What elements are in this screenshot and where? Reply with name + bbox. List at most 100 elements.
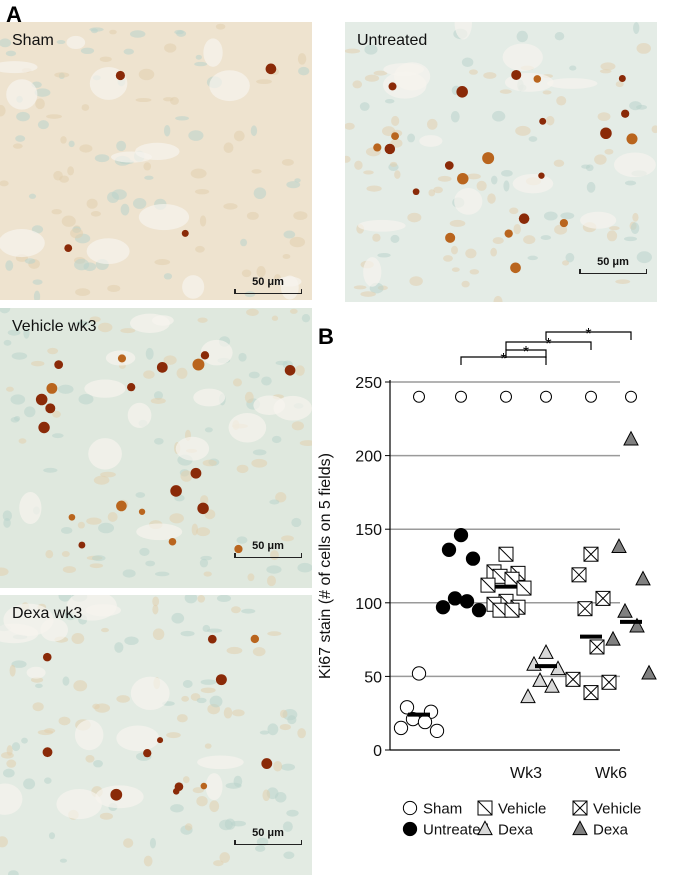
- ki67-positive-nucleus: [110, 788, 123, 801]
- scale-bar-label: 50 μm: [252, 540, 284, 552]
- cell-nucleus: [281, 159, 294, 166]
- data-point: [411, 666, 427, 681]
- data-point: [453, 527, 469, 543]
- data-point: [498, 546, 514, 562]
- data-point: [516, 580, 532, 596]
- cell-nucleus: [493, 295, 503, 302]
- cell-nucleus: [231, 606, 241, 614]
- cell-nucleus: [152, 604, 159, 615]
- cell-nucleus: [0, 308, 11, 314]
- ki67-positive-nucleus: [42, 747, 53, 758]
- cell-nucleus: [62, 676, 70, 686]
- cell-nucleus: [195, 54, 202, 60]
- cell-nucleus: [443, 255, 453, 262]
- data-point: [589, 639, 605, 655]
- cell-nucleus: [233, 130, 245, 142]
- cell-nucleus: [51, 208, 62, 215]
- tissue-lumen: [0, 61, 38, 74]
- ki67-positive-nucleus: [115, 70, 125, 81]
- tissue-lumen: [152, 315, 174, 326]
- series-sham: [393, 666, 445, 739]
- cell-nucleus: [352, 80, 363, 89]
- cell-nucleus: [52, 410, 61, 418]
- cell-nucleus: [204, 427, 213, 433]
- micrograph-dexa-wk3: Dexa wk3 50 μm: [0, 595, 312, 875]
- tissue-lumen: [6, 79, 38, 110]
- series-dexa-wk3: [520, 644, 566, 704]
- cell-nucleus: [154, 571, 170, 577]
- cell-nucleus: [184, 595, 198, 604]
- cell-nucleus: [232, 378, 242, 387]
- cell-nucleus: [68, 140, 75, 148]
- tissue-lumen: [502, 43, 543, 72]
- cell-nucleus: [465, 248, 477, 259]
- data-point: [571, 567, 587, 583]
- data-point-slash: [480, 577, 496, 593]
- data-point: [477, 800, 493, 816]
- cell-nucleus: [90, 211, 101, 217]
- micrograph-untreated: Untreated 50 μm: [345, 22, 657, 302]
- legend-item: Untreated: [402, 822, 489, 839]
- cell-nucleus: [345, 122, 355, 130]
- significance-bracket: [505, 341, 592, 350]
- data-point-slash: [583, 685, 599, 700]
- cell-nucleus: [80, 47, 95, 55]
- cell-nucleus: [283, 851, 295, 859]
- data-point-slash: [565, 671, 581, 687]
- cell-nucleus: [74, 258, 90, 271]
- cell-nucleus: [75, 288, 91, 296]
- cell-nucleus: [624, 236, 638, 242]
- tissue-lumen: [273, 395, 312, 421]
- micrograph-background: [0, 22, 312, 300]
- cell-nucleus: [73, 680, 88, 692]
- cell-nucleus: [609, 226, 620, 231]
- cell-nucleus: [553, 159, 565, 167]
- scale-bar-label: 50 μm: [252, 276, 284, 288]
- y-tick-label: 200: [355, 449, 382, 466]
- cell-nucleus: [11, 660, 27, 668]
- cell-nucleus: [58, 595, 72, 602]
- cell-nucleus: [149, 837, 156, 849]
- cell-nucleus: [283, 230, 296, 239]
- data-point: [601, 674, 617, 690]
- scale-bar: 50 μm: [234, 540, 302, 560]
- outlier-marker: [413, 390, 425, 403]
- cell-nucleus: [492, 110, 506, 122]
- cell-nucleus: [2, 510, 12, 522]
- cell-nucleus: [282, 253, 291, 259]
- cell-nucleus: [364, 74, 380, 82]
- cell-nucleus: [176, 30, 187, 37]
- tissue-lumen: [138, 204, 190, 231]
- data-point: [572, 820, 588, 836]
- data-point: [611, 538, 627, 553]
- cell-nucleus: [182, 679, 193, 688]
- legend-item: Dexa: [477, 820, 534, 839]
- cell-nucleus: [373, 70, 388, 76]
- cell-nucleus: [89, 316, 101, 323]
- ki67-positive-nucleus: [117, 354, 127, 363]
- cell-nucleus: [32, 702, 44, 712]
- cell-nucleus: [199, 215, 207, 227]
- cell-nucleus: [503, 180, 510, 192]
- cell-nucleus: [469, 269, 480, 275]
- cell-nucleus: [109, 29, 117, 35]
- cell-nucleus: [354, 160, 363, 170]
- cell-nucleus: [164, 43, 177, 53]
- cell-nucleus: [499, 89, 512, 94]
- cell-nucleus: [209, 800, 220, 813]
- data-point: [399, 700, 415, 715]
- ki67-positive-nucleus: [539, 117, 547, 125]
- cell-nucleus: [71, 632, 85, 645]
- cell-nucleus: [226, 646, 243, 655]
- cell-nucleus: [651, 125, 657, 134]
- cell-nucleus: [54, 72, 70, 78]
- data-point: [583, 685, 599, 701]
- cell-nucleus: [297, 562, 312, 573]
- cell-nucleus: [301, 313, 311, 323]
- cell-nucleus: [170, 804, 184, 813]
- data-point: [435, 600, 451, 615]
- cell-nucleus: [153, 391, 163, 400]
- cell-nucleus: [267, 723, 279, 736]
- cell-nucleus: [543, 211, 558, 221]
- tissue-lumen: [357, 219, 406, 232]
